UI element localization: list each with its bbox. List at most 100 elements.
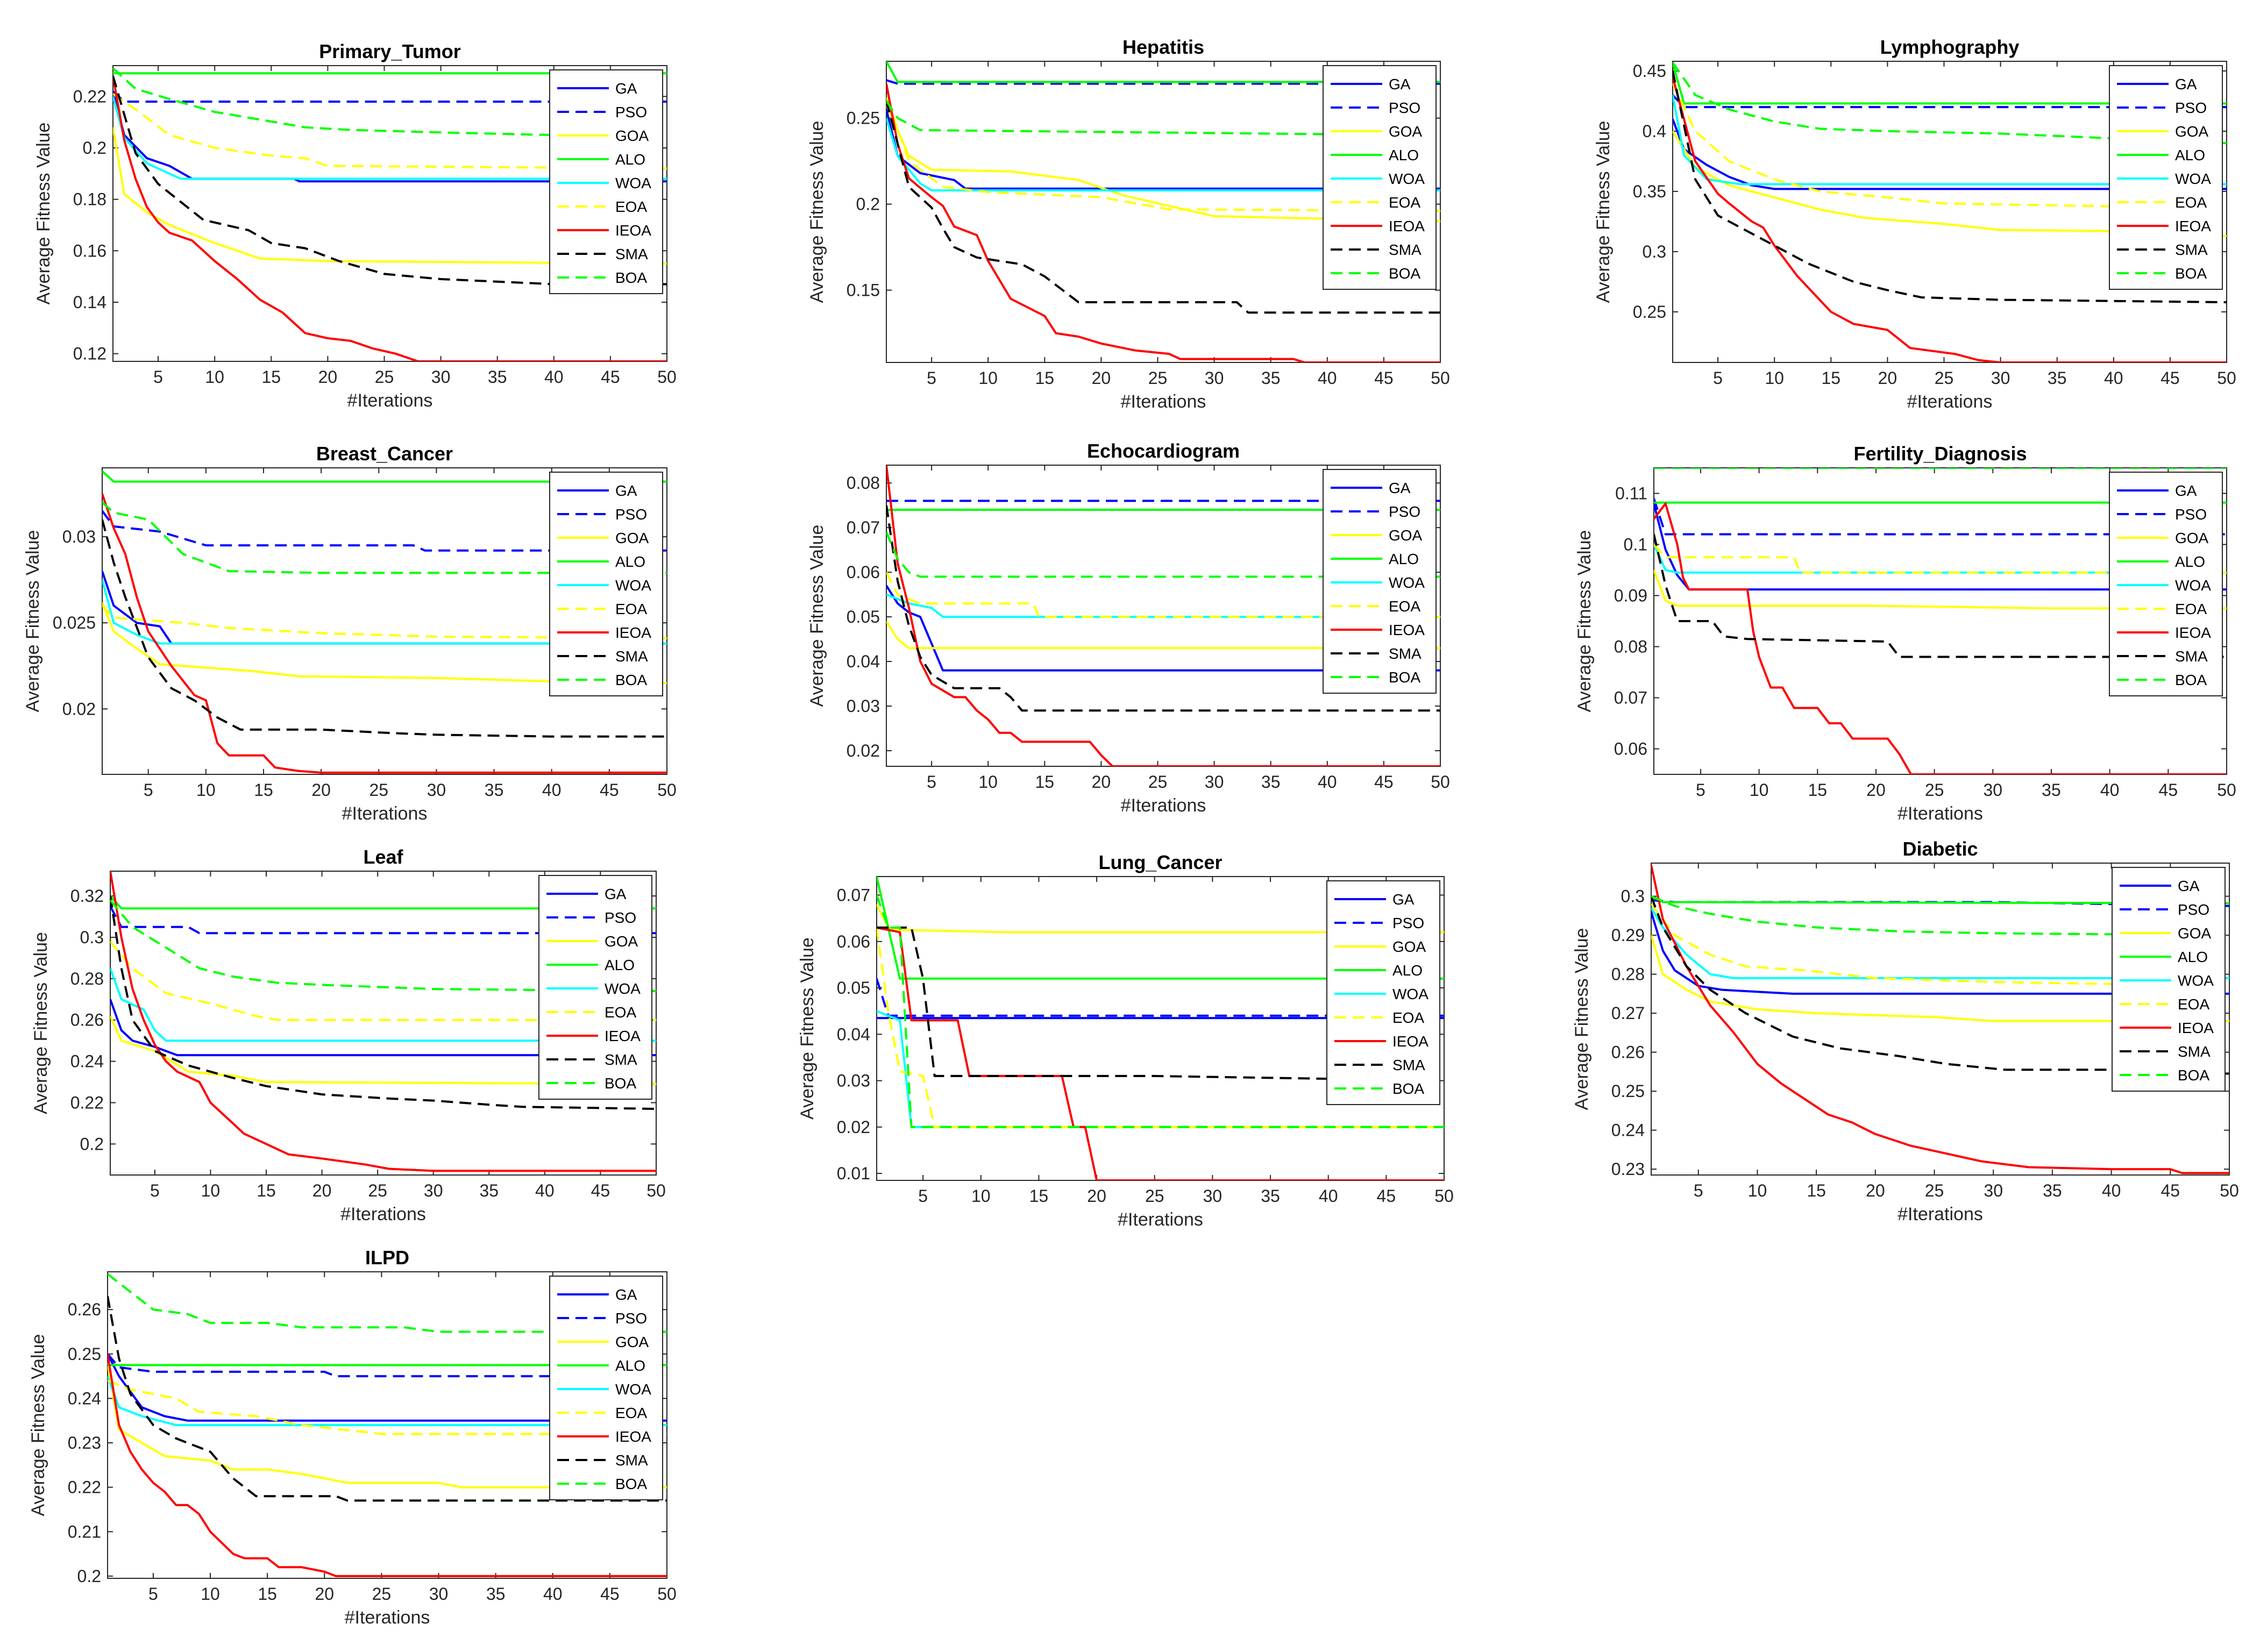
x-tick-label: 30 <box>1984 780 2003 800</box>
legend: GA PSO GOA ALO WOA EOA IEOA SMA BOA <box>549 472 663 696</box>
legend-label-ga: GA <box>1392 891 1415 908</box>
x-tick-label: 50 <box>657 780 677 800</box>
x-tick-label: 25 <box>372 1584 392 1604</box>
legend-label-sma: SMA <box>2178 1043 2211 1060</box>
chart-title: Leaf <box>363 846 403 868</box>
chart-lymphography: Lymphography 5 10 15 20 25 30 35 40 45 50 0.25 0.3 0.… <box>1593 36 2236 412</box>
series-group <box>886 61 1440 362</box>
legend-label-alo: ALO <box>615 553 645 570</box>
legend-label-alo: ALO <box>2175 147 2205 163</box>
x-tick-label: 25 <box>1925 780 1944 800</box>
y-tick-label: 0.23 <box>68 1433 101 1452</box>
y-tick-label: 0.24 <box>70 1052 104 1071</box>
chart-title: Diabetic <box>1902 838 1978 860</box>
series-line-goa <box>1651 935 2229 1022</box>
y-tick-label: 0.25 <box>1611 1081 1645 1101</box>
y-tick-label: 0.1 <box>1624 535 1647 554</box>
chart-leaf: Leaf 5 10 15 20 25 30 35 40 45 50 0.2 0.22 0.24 0.26 0.… <box>31 846 666 1224</box>
legend: GA PSO GOA ALO WOA EOA IEOA SMA BOA <box>1323 65 1437 290</box>
x-tick-label: 50 <box>2217 368 2236 388</box>
y-tick-label: 0.3 <box>1643 242 1666 261</box>
x-tick-label: 35 <box>2043 1181 2062 1200</box>
series-line-goa <box>113 127 667 265</box>
series-line-alo <box>877 877 1444 980</box>
legend-label-alo: ALO <box>605 957 635 973</box>
x-tick-label: 35 <box>1261 1186 1280 1206</box>
y-tick-label: 0.07 <box>847 518 880 537</box>
y-tick-label: 0.03 <box>62 527 96 546</box>
y-tick-label: 0.05 <box>837 978 870 998</box>
legend-label-goa: GOA <box>605 933 638 950</box>
x-tick-label: 15 <box>1807 1181 1826 1200</box>
x-tick-label: 40 <box>535 1181 555 1200</box>
x-tick-label: 25 <box>1148 368 1168 388</box>
y-tick-label: 0.35 <box>1633 182 1666 201</box>
legend-label-goa: GOA <box>615 1334 649 1350</box>
x-tick-label: 5 <box>1694 1181 1703 1200</box>
series-line-goa <box>1654 569 2227 610</box>
x-tick-label: 25 <box>375 367 394 387</box>
legend-label-ga: GA <box>615 1286 637 1303</box>
legend-label-goa: GOA <box>615 530 649 546</box>
x-tick-label: 45 <box>591 1181 610 1200</box>
x-tick-label: 10 <box>978 368 998 388</box>
legend-label-woa: WOA <box>615 577 651 594</box>
legend-label-sma: SMA <box>615 1452 648 1469</box>
legend-label-ieoa: IEOA <box>605 1028 641 1044</box>
legend-label-ga: GA <box>615 482 637 499</box>
y-tick-label: 0.21 <box>68 1522 101 1541</box>
x-tick-label: 20 <box>315 1584 334 1604</box>
series-line-woa <box>886 118 1440 191</box>
legend-label-pso: PSO <box>2175 506 2207 523</box>
x-tick-label: 25 <box>368 1181 387 1200</box>
x-tick-label: 30 <box>1205 772 1224 792</box>
series-line-eoa <box>113 92 667 170</box>
legend-label-ieoa: IEOA <box>1389 622 1425 638</box>
legend-label-boa: BOA <box>1389 669 1420 686</box>
legend-label-boa: BOA <box>2178 1067 2209 1084</box>
series-line-pso <box>108 1353 667 1378</box>
x-tick-label: 10 <box>201 1181 221 1200</box>
legend-label-ieoa: IEOA <box>615 624 651 641</box>
y-tick-label: 0.26 <box>1611 1043 1645 1062</box>
series-line-sma <box>102 519 667 738</box>
series-line-ga <box>113 91 667 183</box>
legend-label-alo: ALO <box>2178 949 2208 965</box>
series-line-boa <box>877 894 1444 1128</box>
x-tick-label: 20 <box>1092 772 1111 792</box>
y-axis-label: Average Fitness Value <box>1572 928 1592 1110</box>
x-tick-label: 35 <box>485 780 504 800</box>
series-line-ga <box>108 1353 667 1422</box>
legend-label-pso: PSO <box>1389 503 1420 520</box>
y-axis-label: Average Fitness Value <box>33 123 54 305</box>
legend-label-sma: SMA <box>615 246 648 262</box>
legend: GA PSO GOA ALO WOA EOA IEOA SMA BOA <box>2112 867 2226 1092</box>
series-line-sma <box>113 75 667 286</box>
y-axis-label: Average Fitness Value <box>1593 121 1614 303</box>
legend-label-ga: GA <box>2175 482 2197 499</box>
legend-label-boa: BOA <box>2175 672 2207 688</box>
y-tick-label: 0.02 <box>847 741 880 760</box>
legend-label-goa: GOA <box>2178 925 2212 942</box>
legend: GA PSO GOA ALO WOA EOA IEOA SMA BOA <box>549 69 663 294</box>
series-group <box>877 877 1444 1180</box>
y-tick-label: 0.12 <box>73 344 106 364</box>
x-tick-label: 50 <box>2217 780 2236 800</box>
x-tick-label: 15 <box>258 1584 277 1604</box>
y-tick-label: 0.16 <box>73 241 106 260</box>
legend: GA PSO GOA ALO WOA EOA IEOA SMA BOA <box>549 1276 663 1500</box>
legend-label-boa: BOA <box>615 672 647 688</box>
y-tick-label: 0.02 <box>837 1117 870 1137</box>
y-tick-label: 0.11 <box>1615 484 1647 503</box>
legend-label-goa: GOA <box>2175 530 2209 546</box>
chart-title: Hepatitis <box>1122 36 1204 58</box>
legend-label-boa: BOA <box>605 1075 636 1092</box>
chart-ilpd: ILPD 5 10 15 20 25 30 35 40 45 50 0.2 0.21 0.22 0.23 0.… <box>28 1247 677 1628</box>
legend-label-woa: WOA <box>2175 577 2211 594</box>
x-tick-label: 40 <box>2102 1181 2121 1200</box>
legend-label-woa: WOA <box>1389 170 1425 187</box>
legend-label-woa: WOA <box>2175 170 2211 187</box>
legend-label-alo: ALO <box>1389 147 1419 163</box>
x-tick-label: 40 <box>542 780 562 800</box>
y-tick-label: 0.06 <box>847 562 880 582</box>
